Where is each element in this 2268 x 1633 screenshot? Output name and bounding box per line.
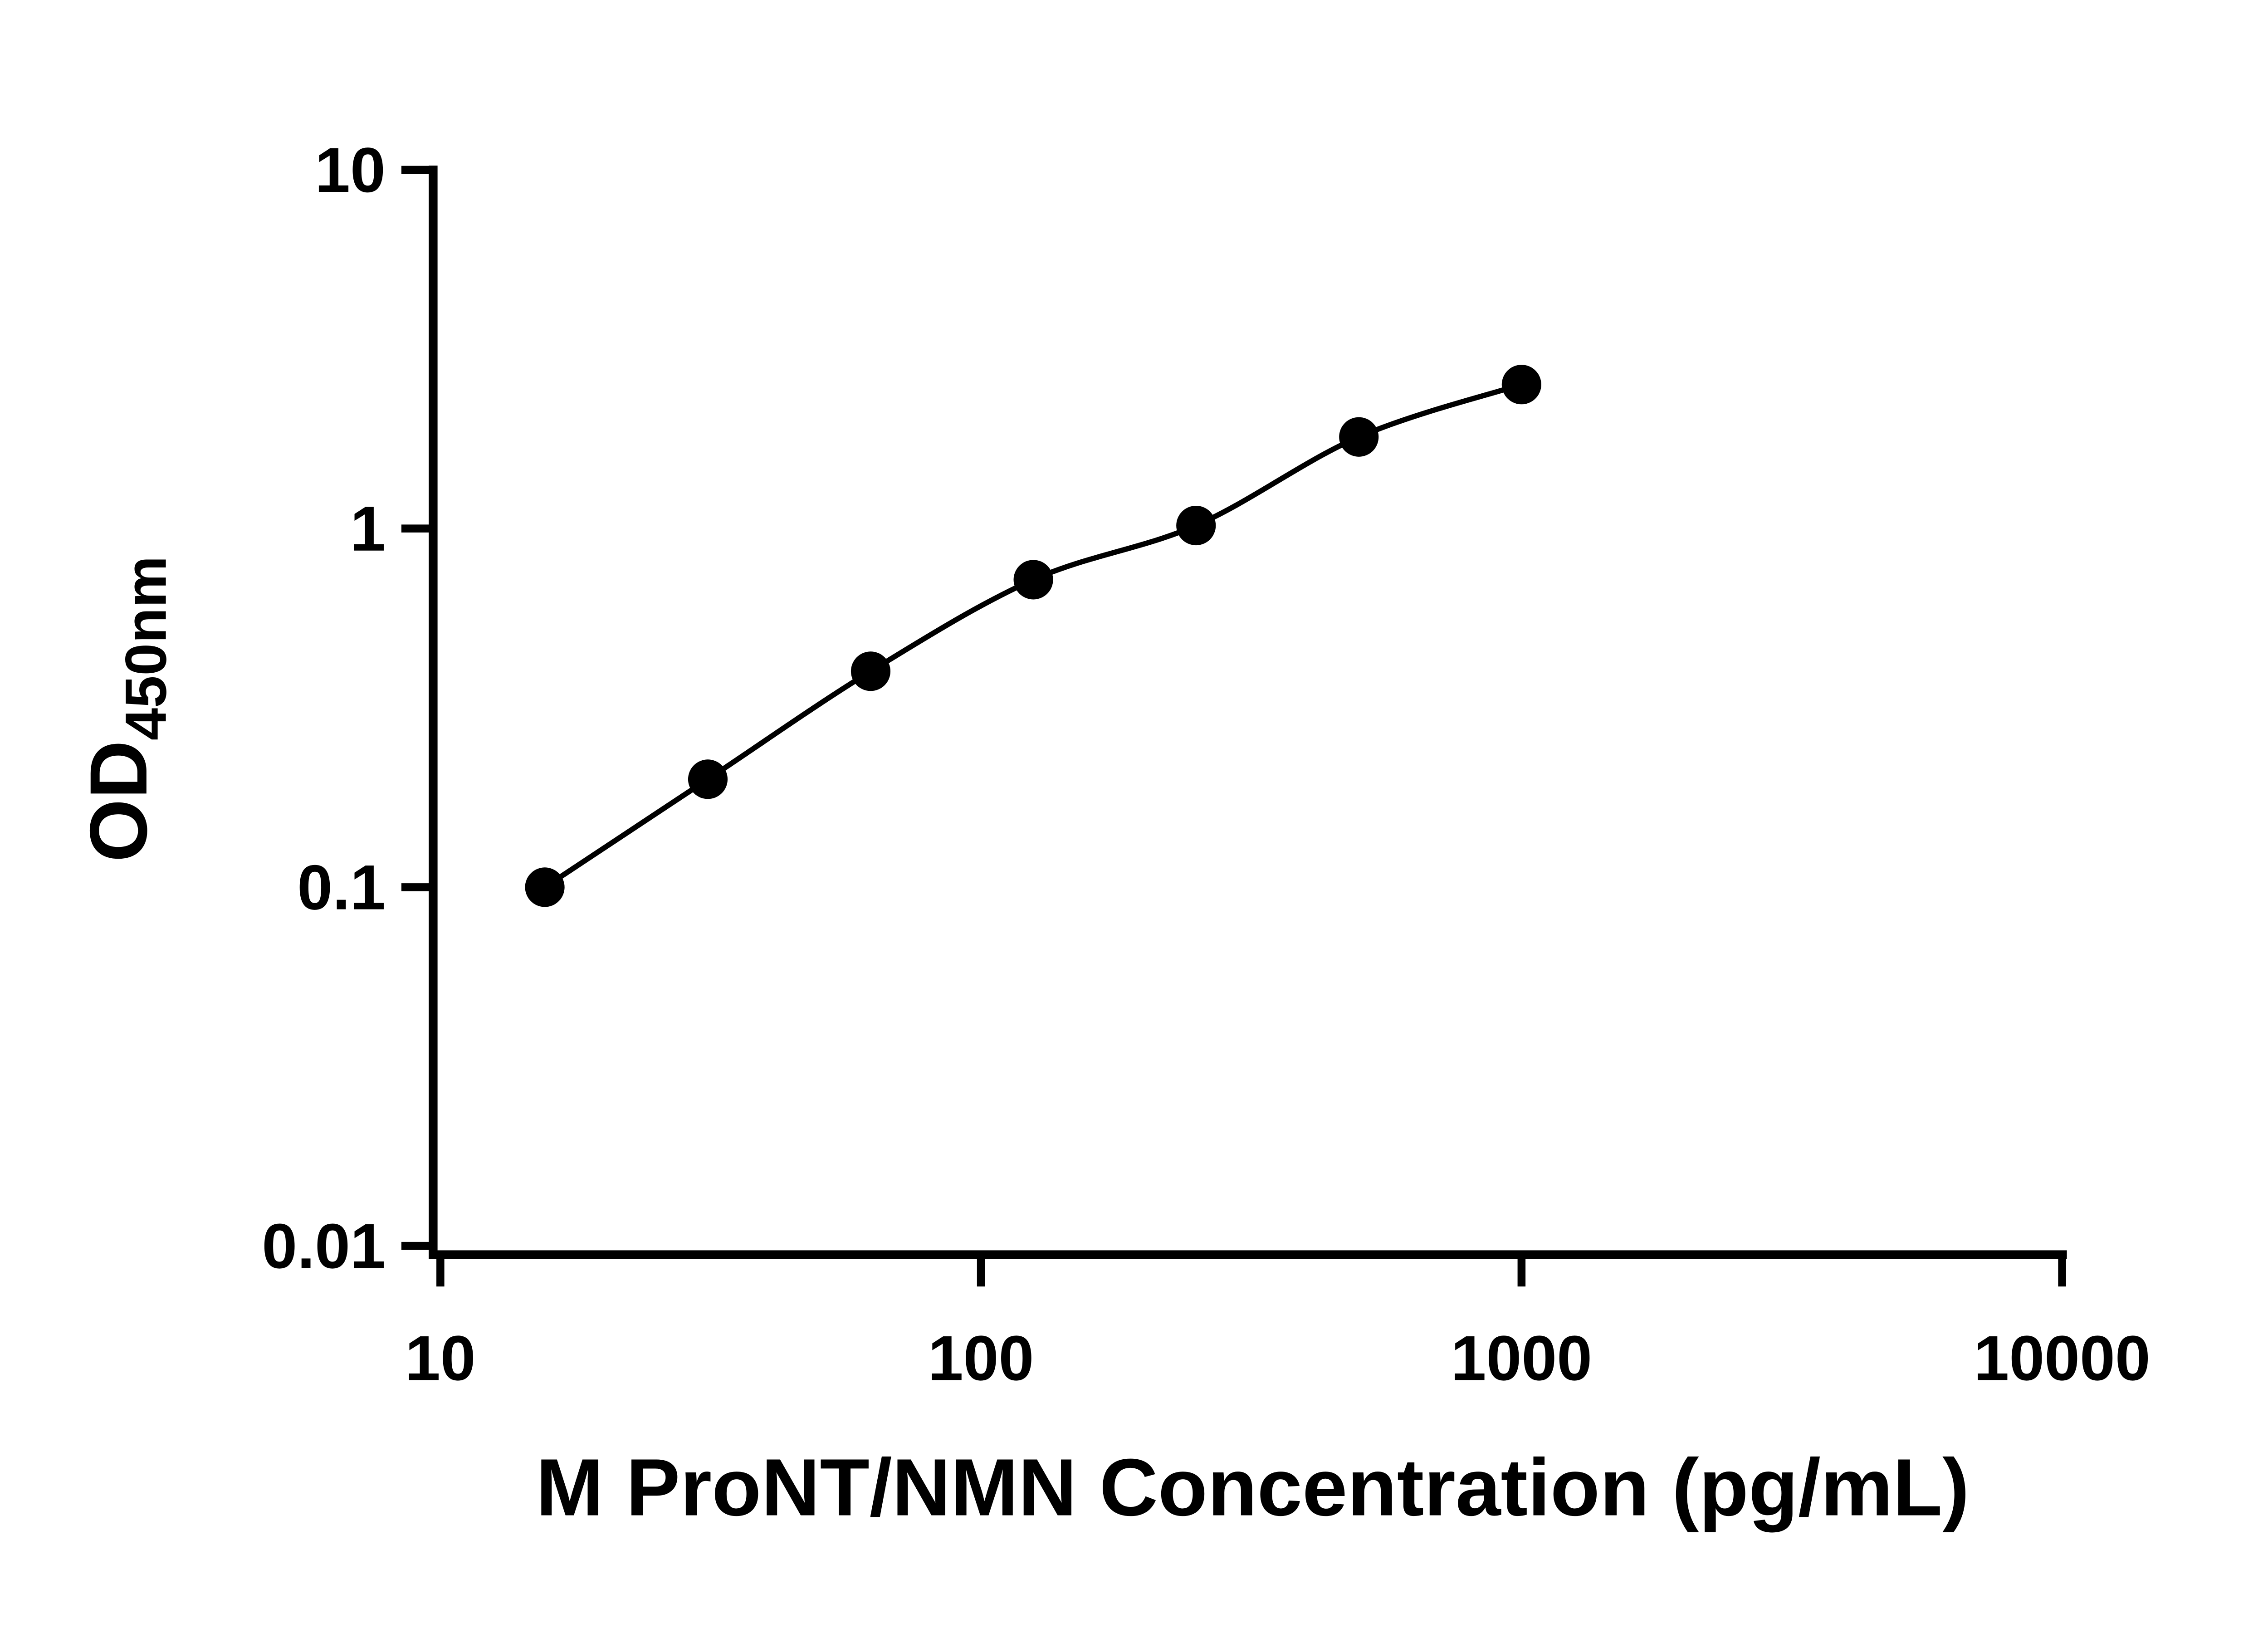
y-tick-label: 0.01 [262,1210,386,1281]
y-tick-label: 10 [315,134,386,205]
x-tick-label: 10000 [1974,1322,2150,1393]
data-point-marker [1339,417,1379,457]
x-tick-label: 1000 [1451,1322,1592,1393]
x-tick-label: 100 [928,1322,1034,1393]
y-tick-label: 0.1 [297,851,386,923]
y-axis-title: OD450nm [73,556,179,862]
x-axis-title: M ProNT/NMN Concentration (pg/mL) [536,1442,1969,1532]
y-axis-title-main: OD [73,740,164,862]
data-point-marker [1176,505,1216,545]
elisa-standard-curve-chart: 10 100 1000 10000 10 1 0.1 0.01 M ProNT/NMN Con… [0,22,2268,1611]
plot-area: 10 100 1000 10000 10 1 0.1 0.01 [262,134,2150,1393]
data-point-marker [1013,560,1053,600]
data-point-marker [525,867,565,907]
data-point-marker [850,651,891,691]
fit-curve [543,381,1523,890]
data-point-marker [1501,364,1541,405]
y-axis-title-subscript: 450nm [114,556,179,740]
y-tick-label: 1 [350,493,386,564]
x-tick-label: 10 [405,1322,476,1393]
data-point-marker [688,759,728,799]
